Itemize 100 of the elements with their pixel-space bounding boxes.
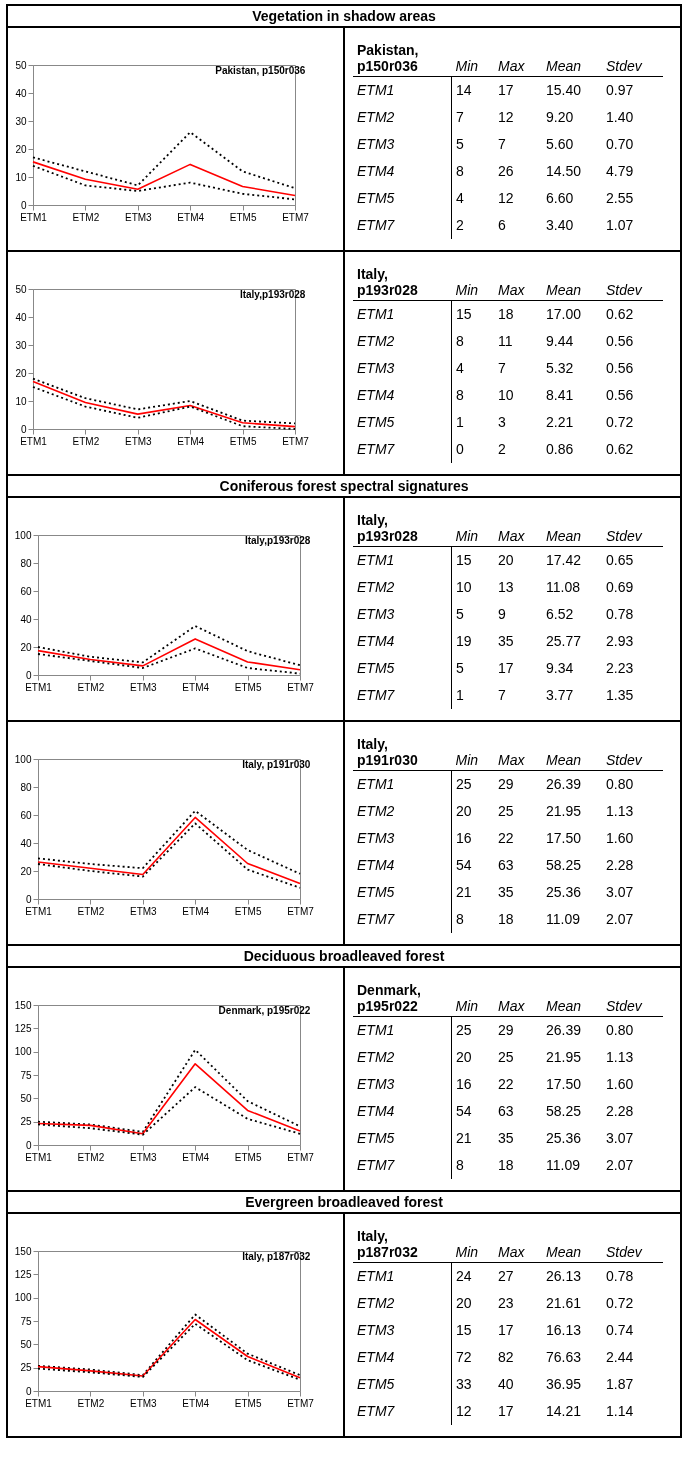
x-tick-label: ETM5 <box>234 1397 262 1409</box>
data-label: 0.80 <box>604 1021 635 1040</box>
y-tick-label: 50 <box>15 59 27 71</box>
data-label: 22 <box>497 829 515 848</box>
y-tick-label: 10 <box>15 395 27 407</box>
text: Min <box>451 1225 495 1262</box>
data-label: 8.41 <box>545 386 575 405</box>
y-tick-label: 150 <box>14 1245 32 1257</box>
x-tick-label: ETM4 <box>182 681 210 693</box>
data-label: 58.25 <box>545 856 583 875</box>
category-label: ETM2 <box>353 573 452 601</box>
data-label: 9.20 <box>545 108 575 127</box>
data-label: 1.35 <box>604 686 635 705</box>
data-label: 54 <box>455 1102 473 1121</box>
data-label: 0.62 <box>604 440 635 459</box>
data-label: 58.25 <box>545 1102 583 1121</box>
data-label: 17.00 <box>545 305 583 324</box>
x-tick-label: ETM7 <box>287 1151 315 1163</box>
y-tick-label: 100 <box>14 753 32 765</box>
data-label: 16 <box>455 1075 473 1094</box>
data-label: 17 <box>497 81 515 100</box>
x-tick-label: ETM7 <box>287 1397 315 1409</box>
text: Italy, p187r032 <box>353 1225 452 1262</box>
data-label: 17 <box>497 659 515 678</box>
y-tick-label: 80 <box>20 781 32 793</box>
data-label: 16.13 <box>545 1321 583 1340</box>
y-tick-label: 40 <box>20 837 32 849</box>
category-label: ETM2 <box>353 103 452 131</box>
y-tick-label: 30 <box>15 115 27 127</box>
text: Mean <box>542 509 602 546</box>
text: Stdev <box>601 1225 663 1262</box>
data-label: 7 <box>497 359 507 378</box>
text: Italy, p193r028 <box>353 263 452 300</box>
text: Coniferous forest spectral signatures <box>7 475 681 497</box>
data-label: 2.21 <box>545 413 575 432</box>
data-label: 20 <box>455 802 473 821</box>
category-label: ETM1 <box>353 76 452 104</box>
data-label: 40 <box>497 1375 515 1394</box>
y-tick-label: 20 <box>20 865 32 877</box>
y-tick-label: 40 <box>20 613 32 625</box>
x-tick-label: ETM4 <box>182 1151 210 1163</box>
text: Max <box>494 39 543 76</box>
data-label: 35 <box>497 632 515 651</box>
text: Mean <box>542 263 602 300</box>
y-tick-label: 50 <box>15 283 27 295</box>
chart-title: Italy, p187r032 <box>242 1251 311 1262</box>
x-tick-label: ETM2 <box>77 1151 105 1163</box>
y-tick-label: 125 <box>14 1022 32 1034</box>
data-label: 3.07 <box>604 883 635 902</box>
data-label: 35 <box>497 1129 515 1148</box>
data-label: 0.62 <box>604 305 635 324</box>
data-label: 26.39 <box>545 1021 583 1040</box>
data-label: 11.09 <box>545 910 581 929</box>
category-label: ETM1 <box>353 546 452 574</box>
x-tick-label: ETM2 <box>77 1397 105 1409</box>
chart-title: Italy,p193r028 <box>239 289 306 300</box>
data-label: 12 <box>497 189 515 208</box>
data-label: 15.40 <box>545 81 583 100</box>
data-label: 14.21 <box>545 1402 583 1421</box>
y-tick-label: 0 <box>25 669 32 681</box>
data-label: 5 <box>455 659 465 678</box>
data-label: 17.42 <box>545 551 583 570</box>
data-label: 29 <box>497 775 515 794</box>
x-tick-label: ETM3 <box>129 1397 158 1409</box>
data-label: 0.65 <box>604 551 635 570</box>
y-tick-label: 150 <box>14 999 32 1011</box>
x-tick-label: ETM2 <box>72 211 100 223</box>
data-label: 25.36 <box>545 1129 583 1148</box>
data-label: 0.72 <box>604 413 635 432</box>
category-label: ETM1 <box>353 770 452 798</box>
x-tick-label: ETM1 <box>25 681 53 693</box>
data-label: 18 <box>497 1156 515 1175</box>
category-label: ETM1 <box>353 300 452 328</box>
category-label: ETM3 <box>353 1070 452 1098</box>
data-label: 0.80 <box>604 775 635 794</box>
data-label: 23 <box>497 1294 515 1313</box>
data-label: 25 <box>455 1021 473 1040</box>
y-tick-label: 0 <box>25 893 32 905</box>
category-label: ETM2 <box>353 1289 452 1317</box>
data-label: 54 <box>455 856 473 875</box>
data-label: 3.07 <box>604 1129 635 1148</box>
data-label: 26 <box>497 162 515 181</box>
data-label: 20 <box>455 1294 473 1313</box>
data-label: 2.23 <box>604 659 635 678</box>
data-label: 0.70 <box>604 135 635 154</box>
y-tick-label: 40 <box>15 311 27 323</box>
category-label: ETM4 <box>353 381 452 409</box>
data-label: 63 <box>497 1102 515 1121</box>
category-label: ETM3 <box>353 824 452 852</box>
data-label: 0.78 <box>604 1267 635 1286</box>
y-tick-label: 20 <box>15 367 27 379</box>
x-tick-label: ETM4 <box>177 211 205 223</box>
x-tick-label: ETM3 <box>124 435 153 447</box>
data-label: 0.69 <box>604 578 635 597</box>
data-label: 20 <box>455 1048 473 1067</box>
y-tick-label: 20 <box>15 143 27 155</box>
text: Min <box>451 39 495 76</box>
text: Pakistan, p150r036 <box>353 39 452 76</box>
x-tick-label: ETM5 <box>229 435 257 447</box>
category-label: ETM4 <box>353 627 452 655</box>
